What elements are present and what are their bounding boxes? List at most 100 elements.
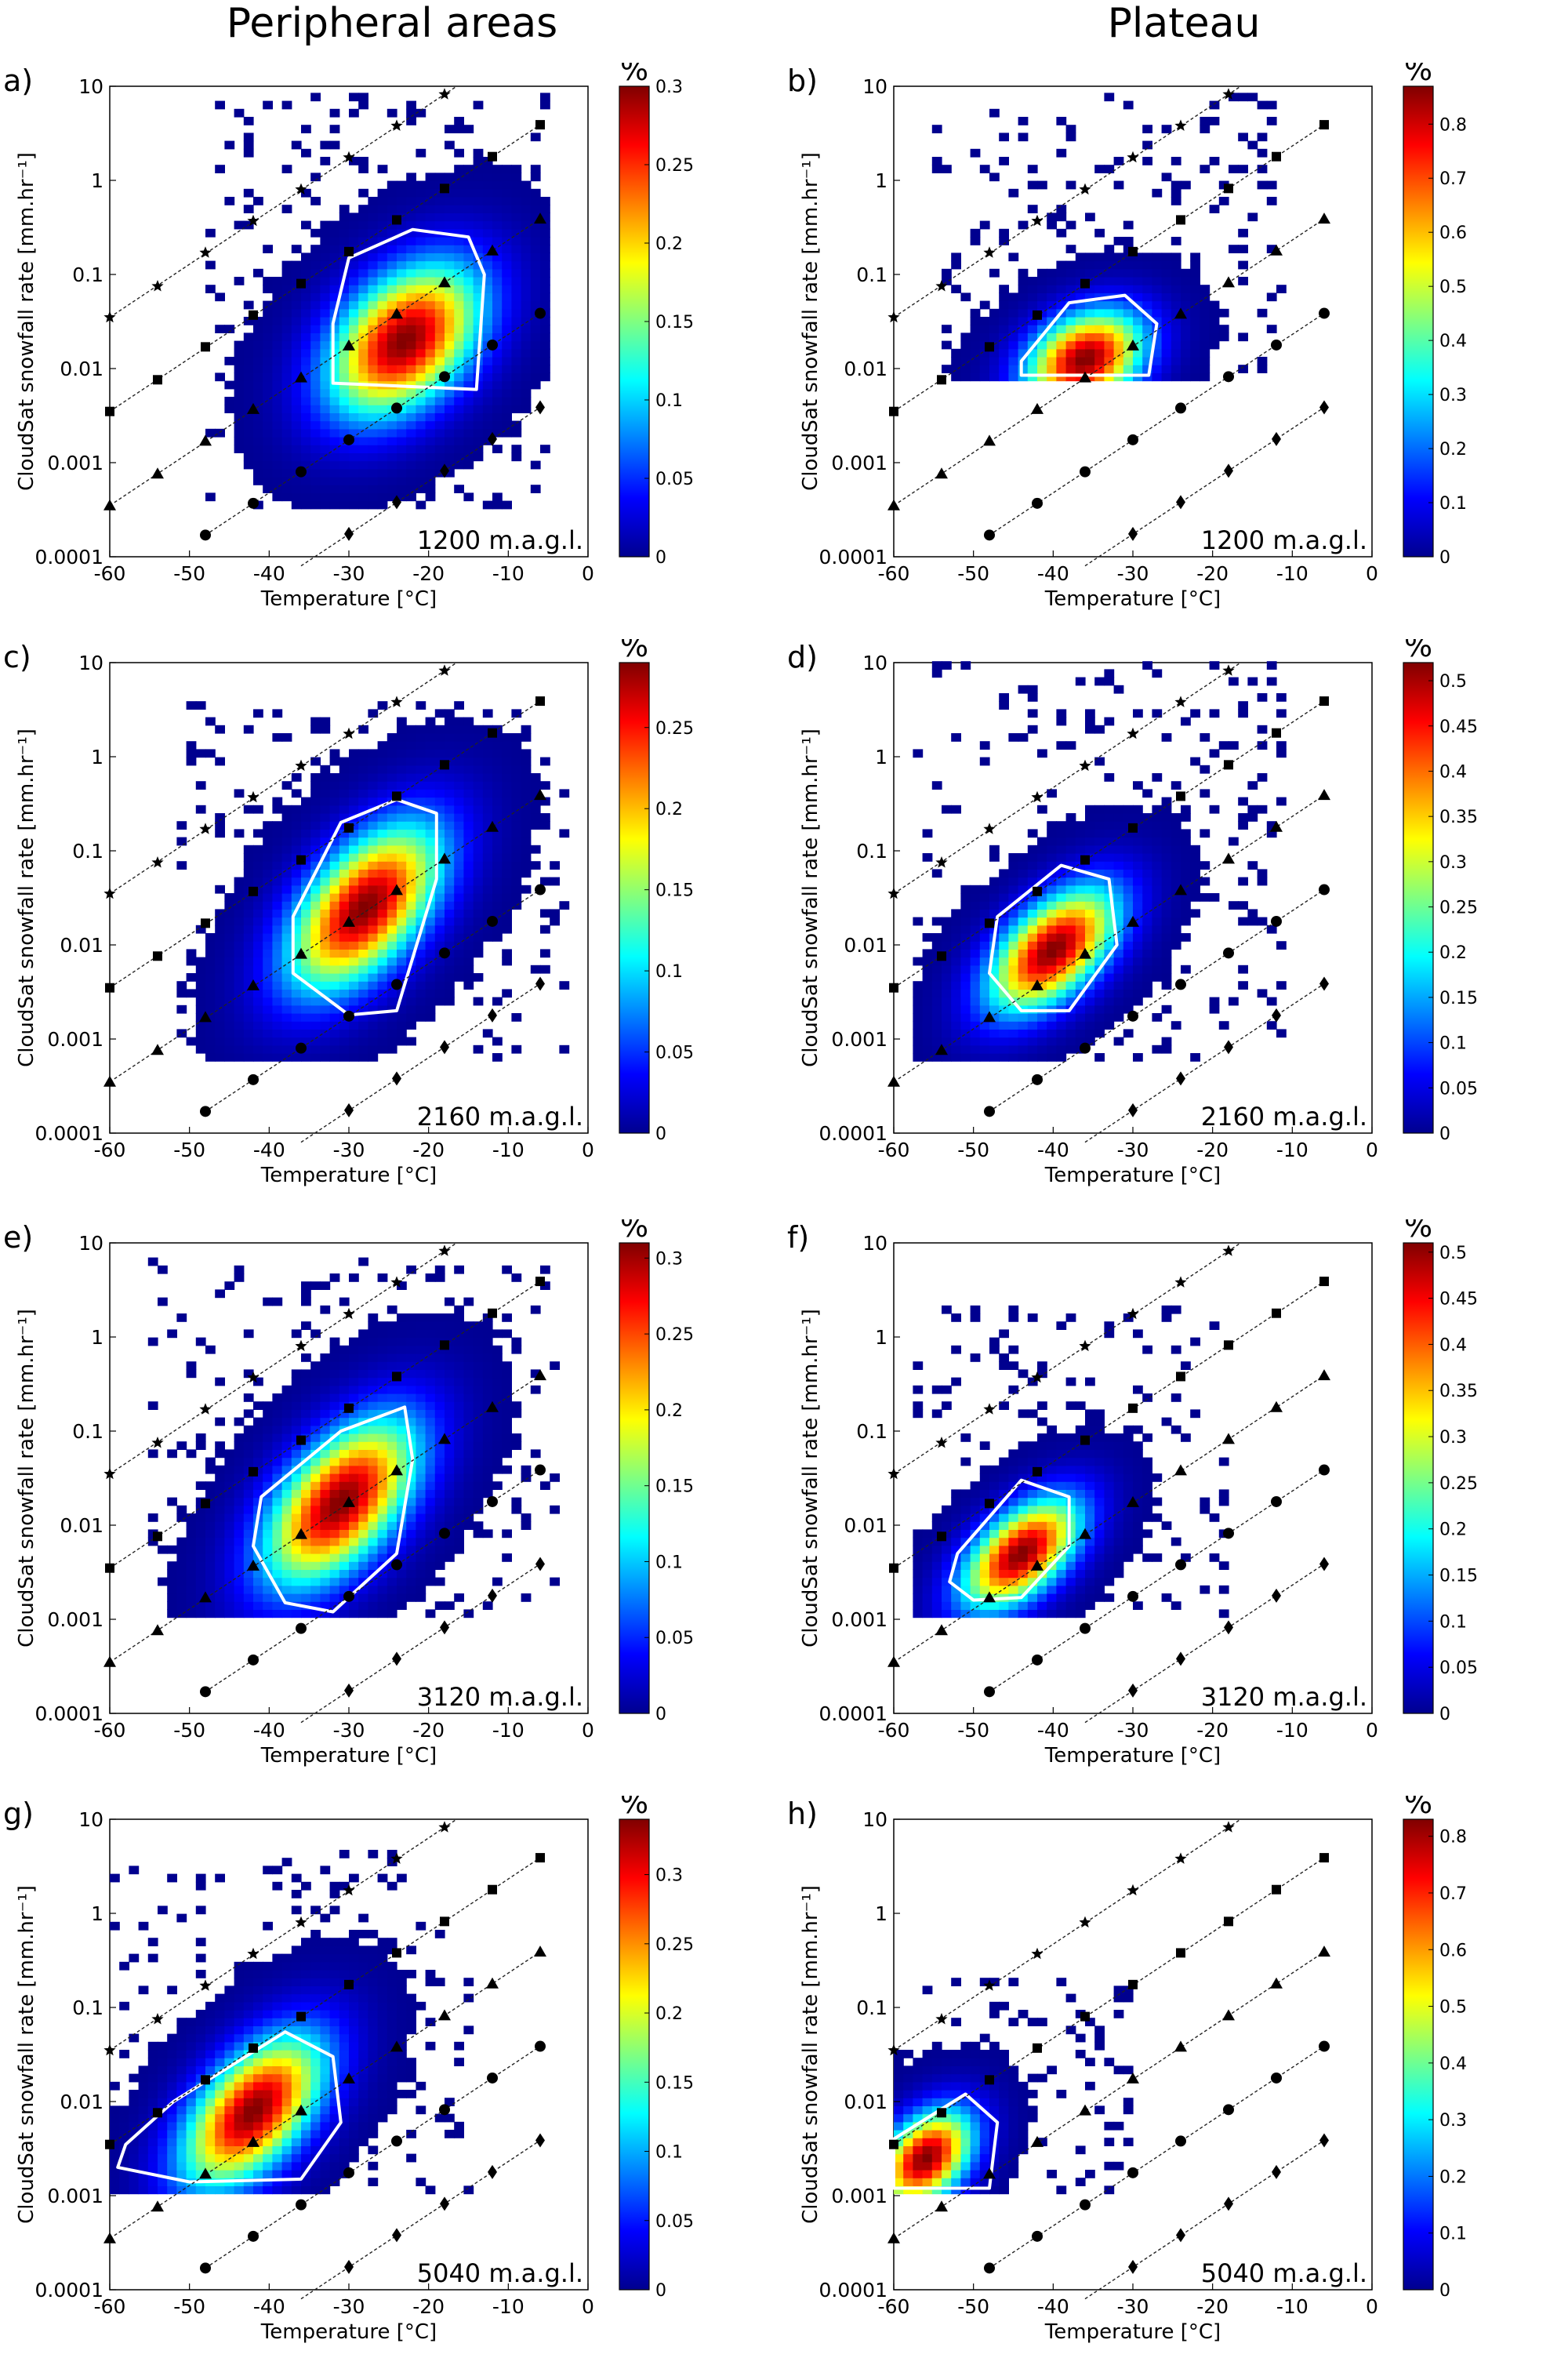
- heatmap-cell: [310, 1506, 321, 1514]
- heatmap-cell: [492, 797, 503, 806]
- heatmap-cell: [301, 389, 311, 398]
- heatmap-cell: [492, 501, 503, 510]
- heatmap-cell: [387, 861, 397, 870]
- x-tick-label: -40: [253, 562, 285, 585]
- heatmap-cell: [339, 1029, 350, 1037]
- heatmap-cell: [492, 325, 503, 333]
- heatmap-cell: [474, 277, 484, 285]
- heatmap-cell: [416, 221, 426, 230]
- heatmap-cell: [1238, 133, 1248, 141]
- heatmap-cell: [445, 269, 455, 278]
- heatmap-cell: [387, 781, 397, 790]
- heatmap-cell: [368, 925, 378, 934]
- heatmap-cell: [196, 1601, 206, 1610]
- heatmap-cell: [244, 381, 254, 390]
- heatmap-cell: [445, 981, 455, 990]
- heatmap-cell: [1133, 292, 1143, 301]
- heatmap-cell: [1018, 981, 1029, 990]
- heatmap-cell: [397, 773, 407, 782]
- heatmap-cell: [521, 237, 532, 245]
- heatmap-cell: [387, 965, 397, 974]
- y-tick-label: 0.001: [47, 452, 103, 474]
- heatmap-cell: [1037, 365, 1047, 373]
- heatmap-cell: [454, 765, 464, 774]
- heatmap-cell: [999, 1053, 1009, 1062]
- heatmap-cell: [292, 1578, 302, 1586]
- heatmap-cell: [483, 765, 493, 774]
- heatmap-cell: [445, 1458, 455, 1466]
- heatmap-cell: [378, 357, 388, 365]
- heatmap-cell: [205, 429, 216, 438]
- heatmap-cell: [387, 421, 397, 430]
- heatmap-cell: [483, 205, 493, 213]
- heatmap-cell: [406, 309, 416, 318]
- heatmap-cell: [349, 973, 359, 982]
- heatmap-cell: [330, 1353, 340, 1362]
- heatmap-cell: [282, 1409, 292, 1418]
- heatmap-cell: [1258, 181, 1268, 190]
- heatmap-cell: [521, 397, 532, 405]
- heatmap-cell: [349, 957, 359, 966]
- heatmap-cell: [406, 1513, 416, 1522]
- heatmap-cell: [187, 1561, 197, 1570]
- heatmap-cell: [1094, 837, 1105, 846]
- heatmap-cell: [932, 997, 942, 1006]
- heatmap-cell: [234, 1593, 245, 1602]
- heatmap-cell: [1094, 853, 1105, 862]
- heatmap-cell: [980, 301, 990, 310]
- heatmap-cell: [1190, 709, 1200, 718]
- heatmap-cell: [253, 1029, 263, 1037]
- heatmap-cell: [942, 941, 952, 950]
- heatmap-cell: [387, 813, 397, 822]
- heatmap-cell: [454, 181, 464, 190]
- heatmap-cell: [511, 813, 521, 822]
- heatmap-cell: [397, 733, 407, 742]
- heatmap-cell: [511, 245, 521, 253]
- heatmap-cell: [320, 405, 330, 413]
- heatmap-cell: [454, 718, 464, 726]
- circle-marker: [296, 467, 307, 478]
- heatmap-cell: [387, 1578, 397, 1586]
- heatmap-cell: [196, 1029, 206, 1037]
- heatmap-cell: [330, 1409, 340, 1418]
- heatmap-cell: [253, 1401, 263, 1410]
- heatmap-cell: [1210, 661, 1220, 670]
- heatmap-cell: [1200, 765, 1210, 774]
- heatmap-cell: [474, 837, 484, 846]
- heatmap-cell: [416, 1458, 426, 1466]
- heatmap-cell: [951, 1029, 961, 1037]
- heatmap-cell: [1008, 1037, 1018, 1046]
- heatmap-cell: [358, 781, 368, 790]
- heatmap-cell: [1047, 893, 1057, 902]
- heatmap-cell: [339, 861, 350, 870]
- colorbar-tick-label: 0.1: [655, 391, 683, 411]
- heatmap-cell: [368, 429, 378, 438]
- heatmap-cell: [1047, 213, 1057, 221]
- heatmap-cell: [406, 1378, 416, 1386]
- heatmap-cell: [349, 461, 359, 470]
- heatmap-cell: [320, 429, 330, 438]
- heatmap-cell: [330, 141, 340, 150]
- heatmap-cell: [263, 1538, 273, 1546]
- heatmap-cell: [960, 1053, 971, 1062]
- heatmap-cell: [196, 1433, 206, 1442]
- heatmap-cell: [1162, 332, 1172, 341]
- heatmap-cell: [387, 365, 397, 373]
- heatmap-cell: [215, 1473, 225, 1482]
- heatmap-cell: [282, 949, 292, 957]
- heatmap-cell: [445, 1538, 455, 1546]
- heatmap-cell: [502, 757, 512, 766]
- square-marker: [1176, 215, 1185, 224]
- heatmap-cell: [253, 1593, 263, 1602]
- heatmap-cell: [378, 965, 388, 974]
- heatmap-cell: [339, 1553, 350, 1562]
- heatmap-cell: [320, 157, 330, 165]
- heatmap-cell: [310, 1401, 321, 1410]
- heatmap-cell: [980, 365, 990, 373]
- heatmap-cell: [1171, 269, 1181, 278]
- heatmap-cell: [1123, 957, 1134, 966]
- heatmap-cell: [999, 1005, 1009, 1014]
- heatmap-cell: [474, 829, 484, 837]
- heatmap-cell: [445, 309, 455, 318]
- heatmap-cell: [1028, 1021, 1038, 1030]
